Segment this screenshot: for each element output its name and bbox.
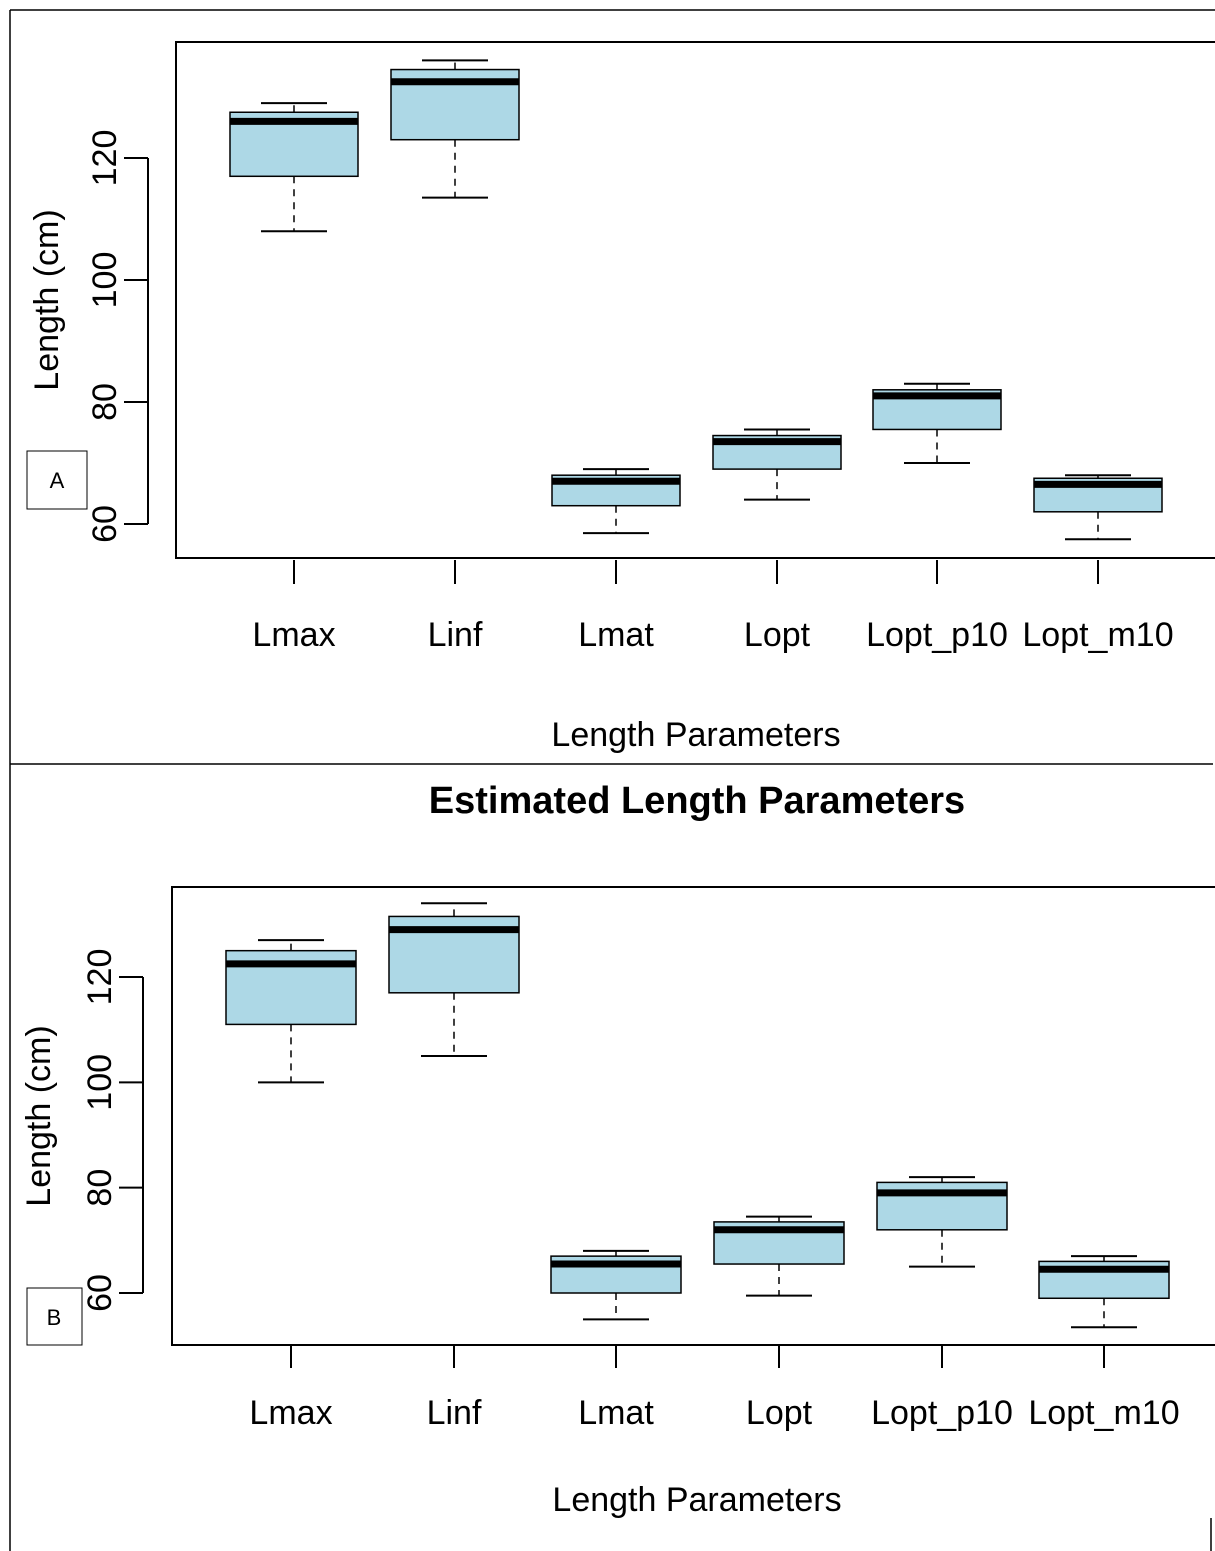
- y-tick-label: 120: [81, 949, 119, 1006]
- x-axis: Lmax Linf Lmat Lopt Lopt_p10 Lopt_m10: [252, 560, 1174, 654]
- x-tick-label: Linf: [427, 1394, 482, 1432]
- x-axis-label: Length Parameters: [552, 1481, 841, 1519]
- chart-title: Estimated Length Parameters: [429, 780, 965, 822]
- x-tick-label: Lmat: [578, 1394, 654, 1432]
- y-tick-label: 120: [86, 130, 124, 187]
- box-lmax: [229, 102, 359, 233]
- box-linf: [390, 59, 520, 199]
- y-axis: 60 80 100 120: [86, 130, 149, 543]
- panel-label-box: [26, 450, 88, 510]
- boxes: [225, 902, 1170, 1329]
- x-tick-label: Lopt_m10: [1028, 1394, 1179, 1432]
- box-linf: [388, 902, 520, 1057]
- y-tick-label: 80: [86, 383, 124, 421]
- y-tick-label: 60: [86, 505, 124, 543]
- y-tick-label: 100: [81, 1054, 119, 1111]
- box-lopt: [713, 1215, 845, 1297]
- y-tick-label: 100: [86, 252, 124, 309]
- panel-label: A: [50, 468, 65, 493]
- y-axis-label: Length (cm): [28, 209, 66, 390]
- y-axis: 60 80 100 120: [81, 949, 144, 1312]
- plot-frame: [171, 886, 1215, 1346]
- y-tick-label: 80: [81, 1169, 119, 1207]
- x-tick-label: Lopt_p10: [871, 1394, 1013, 1432]
- x-tick-label: Lmax: [249, 1394, 332, 1432]
- box-lopt: [712, 428, 842, 501]
- panel-a: 60 80 100 120 Lmax Linf Lmat Lopt Lopt_p10 Lopt_…: [26, 41, 1215, 754]
- x-tick-label: Lmat: [578, 616, 654, 654]
- panel-b: Estimated Length Parameters 60 80 100 120 L…: [20, 780, 1215, 1519]
- x-tick-label: Lopt_m10: [1022, 616, 1173, 654]
- x-axis: Lmax Linf Lmat Lopt Lopt_p10 Lopt_m10: [249, 1346, 1180, 1432]
- box-lopt-p10: [872, 382, 1002, 464]
- x-tick-label: Lopt: [746, 1394, 813, 1432]
- panel-label: B: [47, 1305, 62, 1330]
- box-lopt-p10: [876, 1176, 1008, 1268]
- x-tick-label: Lmax: [252, 616, 335, 654]
- box-lopt-m10: [1038, 1255, 1170, 1329]
- box-lmat: [551, 468, 681, 535]
- x-axis-label: Length Parameters: [551, 716, 840, 754]
- plot-frame: [175, 41, 1215, 559]
- y-axis-label: Length (cm): [20, 1025, 58, 1206]
- box-lmat: [550, 1249, 682, 1321]
- panel-label-box: [26, 1287, 83, 1346]
- x-tick-label: Linf: [428, 616, 483, 654]
- y-tick-label: 60: [81, 1274, 119, 1312]
- boxes: [229, 59, 1163, 541]
- x-tick-label: Lopt: [744, 616, 811, 654]
- x-tick-label: Lopt_p10: [866, 616, 1008, 654]
- box-lmax: [225, 939, 357, 1084]
- box-lopt-m10: [1033, 474, 1163, 541]
